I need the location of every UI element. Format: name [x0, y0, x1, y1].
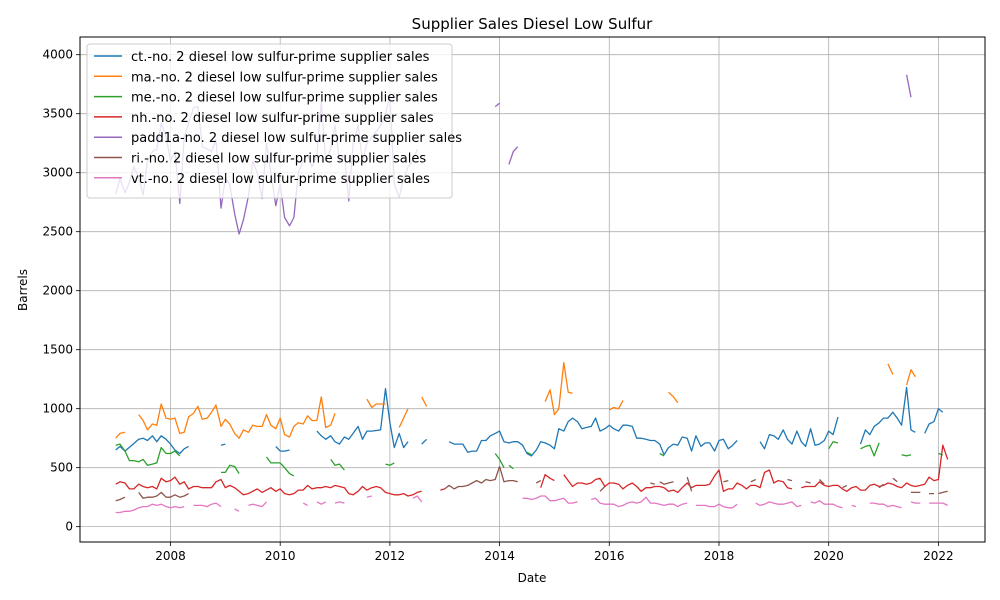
- y-tick-label: 1500: [42, 343, 73, 357]
- y-tick-label: 3000: [42, 166, 73, 180]
- series-line-7: [115, 495, 948, 514]
- y-axis-label: Barrels: [16, 269, 30, 311]
- series-line-4: [115, 444, 949, 497]
- y-tick-label: 2000: [42, 284, 73, 298]
- y-tick-label: 500: [50, 461, 73, 475]
- legend-label: me.-no. 2 diesel low sulfur-prime suppli…: [131, 91, 438, 106]
- series-lines: [115, 74, 949, 514]
- grid-lines: [80, 37, 985, 542]
- x-tick-label: 2022: [923, 549, 954, 563]
- x-tick-label: 2010: [265, 549, 296, 563]
- x-tick-label: 2016: [594, 549, 625, 563]
- series-line-2: [115, 362, 916, 439]
- series-line-6: [115, 465, 948, 502]
- y-axis: 0 500 1000 1500 2000 2500 3000 3500 4000: [42, 48, 80, 534]
- series-line-1: [115, 386, 944, 457]
- y-tick-label: 3500: [42, 107, 73, 121]
- chart-title: Supplier Sales Diesel Low Sulfur: [412, 15, 653, 33]
- legend-label: nh.-no. 2 diesel low sulfur-prime suppli…: [131, 111, 434, 126]
- y-tick-label: 2500: [42, 225, 73, 239]
- x-tick-label: 2012: [375, 549, 406, 563]
- x-tick-label: 2020: [813, 549, 844, 563]
- x-axis: 2008 2010 2012 2014 2016 2018 2020 2022: [155, 542, 954, 563]
- y-tick-label: 4000: [42, 48, 73, 62]
- y-tick-label: 0: [65, 520, 73, 534]
- x-tick-label: 2014: [484, 549, 515, 563]
- plot-frame: [79, 36, 986, 543]
- y-tick-label: 1000: [42, 402, 73, 416]
- legend-label: ct.-no. 2 diesel low sulfur-prime suppli…: [131, 50, 430, 65]
- legend-label: ma.-no. 2 diesel low sulfur-prime suppli…: [131, 70, 438, 85]
- legend-label: padd1a-no. 2 diesel low sulfur-prime sup…: [131, 131, 462, 146]
- legend: ct.-no. 2 diesel low sulfur-prime suppli…: [86, 43, 462, 199]
- x-tick-label: 2018: [704, 549, 735, 563]
- series-line-3: [115, 441, 943, 477]
- legend-box: [86, 43, 453, 199]
- legend-label: ri.-no. 2 diesel low sulfur-prime suppli…: [131, 152, 426, 167]
- x-tick-label: 2008: [155, 549, 186, 563]
- legend-label: vt.-no. 2 diesel low sulfur-prime suppli…: [131, 172, 430, 187]
- x-axis-label: Date: [518, 571, 547, 585]
